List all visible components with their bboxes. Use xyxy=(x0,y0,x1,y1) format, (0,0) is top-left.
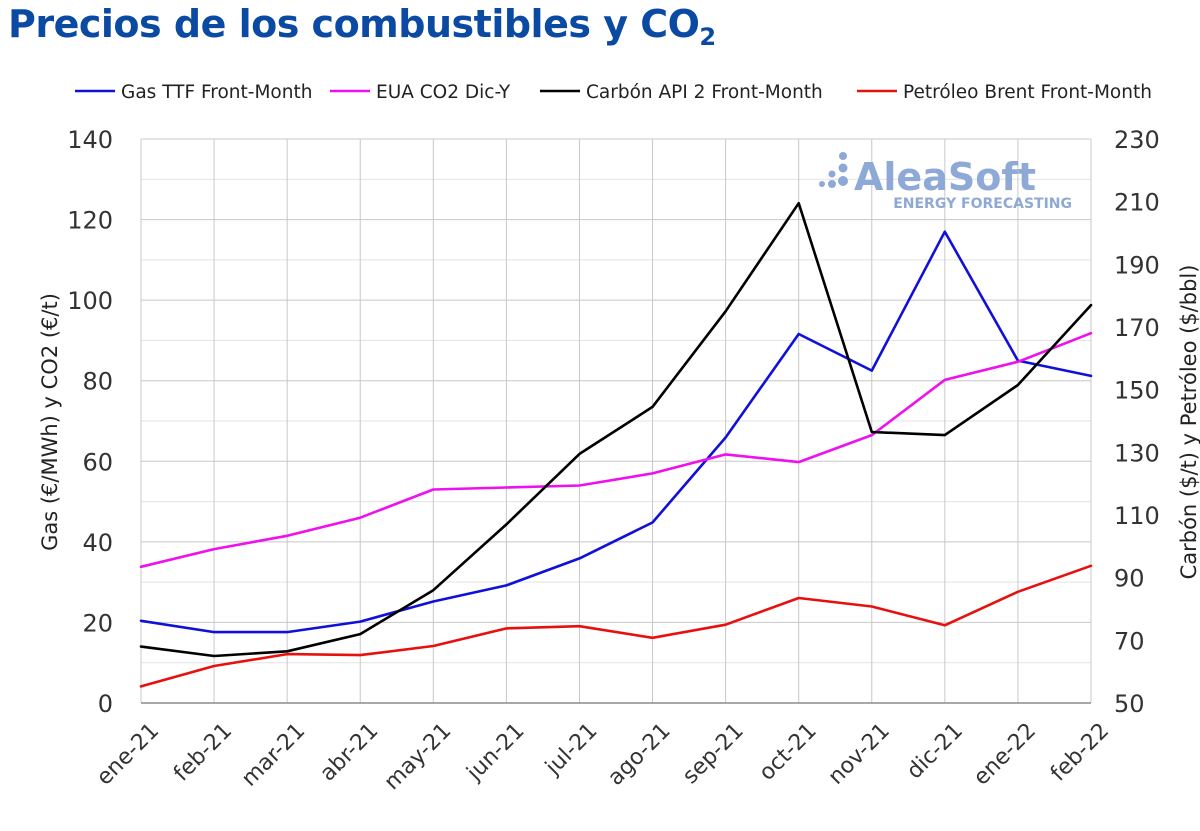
x-tick-label: nov-21 xyxy=(824,718,895,789)
x-tick-label: jul-21 xyxy=(540,718,602,780)
watermark-tagline: ENERGY FORECASTING xyxy=(893,196,1072,212)
x-tick-label: oct-21 xyxy=(755,718,822,785)
y-left-tick-label: 120 xyxy=(67,207,113,235)
legend-label: Carbón API 2 Front-Month xyxy=(586,82,823,103)
y-right-tick-label: 210 xyxy=(1114,189,1160,217)
y-right-tick-label: 90 xyxy=(1114,565,1145,593)
series-line-carb-n-api-2-front-month xyxy=(139,201,1093,658)
x-tick-label: may-21 xyxy=(380,718,457,795)
x-tick-label: ene-22 xyxy=(969,718,1041,790)
y-right-tick-label: 130 xyxy=(1114,439,1160,467)
watermark-brand: AleaSoft xyxy=(854,155,1036,199)
x-tick-label: ago-21 xyxy=(603,718,675,790)
y-axis-right-label: Carbón ($/t) y Petróleo ($/bbl) xyxy=(1177,265,1200,580)
x-tick-label: jun-21 xyxy=(462,718,530,786)
y-right-tick-label: 50 xyxy=(1114,690,1145,718)
axes: 0 20 40 60 80 100 120 140 50 70 90 110 130 150 170 190 2… xyxy=(67,126,1160,795)
y-left-tick-label: 140 xyxy=(67,126,113,154)
legend: Gas TTF Front-Month EUA CO2 Dic-Y Carbón A… xyxy=(75,82,1152,103)
y-right-tick-label: 170 xyxy=(1114,314,1160,342)
legend-label: Petróleo Brent Front-Month xyxy=(903,82,1152,103)
series-line-eua-co2-dic-y xyxy=(139,331,1093,569)
grid xyxy=(140,138,1092,704)
x-tick-label: abr-21 xyxy=(315,718,383,786)
y-right-tick-label: 190 xyxy=(1114,251,1160,279)
x-tick-label: sep-21 xyxy=(678,718,749,789)
series-line-gas-ttf-front-month xyxy=(139,230,1093,634)
y-right-tick-label: 150 xyxy=(1114,377,1160,405)
y-left-tick-label: 0 xyxy=(98,690,113,718)
legend-label: EUA CO2 Dic-Y xyxy=(376,82,511,103)
y-right-tick-label: 110 xyxy=(1114,502,1160,530)
x-tick-label: mar-21 xyxy=(237,718,310,791)
x-tick-label: feb-22 xyxy=(1046,718,1114,786)
y-axis-left-label: Gas (€/MWh) y CO2 (€/t) xyxy=(38,293,62,551)
chart-title: Precios de los combustibles y CO2 xyxy=(8,2,716,51)
y-left-tick-label: 20 xyxy=(82,609,113,637)
x-tick-label: feb-21 xyxy=(169,718,237,786)
x-tick-label: dic-21 xyxy=(902,718,968,784)
legend-label: Gas TTF Front-Month xyxy=(121,82,312,103)
y-right-tick-label: 70 xyxy=(1114,627,1145,655)
aleasoft-watermark: AleaSoft ENERGY FORECASTING xyxy=(819,152,1072,212)
y-left-tick-label: 40 xyxy=(82,529,113,557)
series-line-petr-leo-brent-front-month xyxy=(139,564,1093,688)
y-left-tick-label: 60 xyxy=(82,448,113,476)
y-right-tick-label: 230 xyxy=(1114,126,1160,154)
x-tick-label: ene-21 xyxy=(92,718,164,790)
series-lines xyxy=(139,201,1093,688)
aleasoft-logo-icon xyxy=(819,152,848,188)
y-left-tick-label: 100 xyxy=(67,287,113,315)
y-left-tick-label: 80 xyxy=(82,368,113,396)
